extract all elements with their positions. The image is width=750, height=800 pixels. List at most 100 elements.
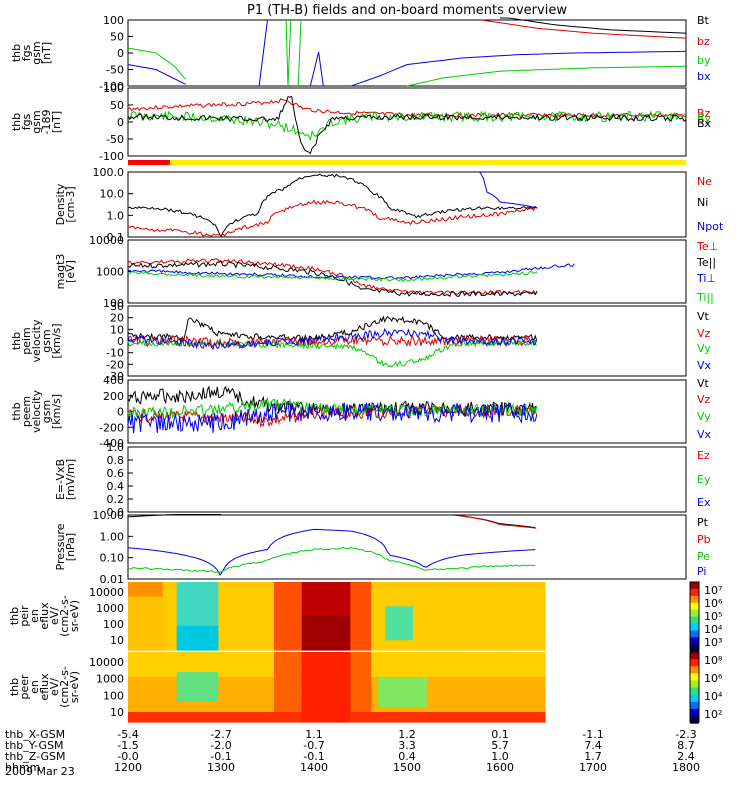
heatmap-cell bbox=[183, 582, 192, 588]
heatmap-cell bbox=[155, 582, 164, 588]
heatmap-cell bbox=[468, 586, 477, 593]
heatmap-cell bbox=[412, 687, 421, 693]
heatmap-cell bbox=[267, 692, 275, 698]
heatmap-cell bbox=[426, 582, 435, 588]
heatmap-cell bbox=[496, 606, 504, 612]
heatmap-cell bbox=[385, 672, 393, 678]
heatmap-cell bbox=[392, 616, 400, 622]
heatmap-cell bbox=[336, 586, 345, 593]
heatmap-cell bbox=[308, 616, 317, 622]
heatmap-cell bbox=[385, 635, 393, 641]
colorbar-band bbox=[690, 694, 699, 697]
heatmap-cell bbox=[454, 645, 463, 651]
heatmap-cell bbox=[294, 620, 303, 627]
legend-By: By bbox=[697, 112, 712, 125]
heatmap-cell bbox=[211, 596, 219, 603]
heatmap-cell bbox=[454, 635, 463, 641]
heatmap-cell bbox=[287, 682, 296, 688]
heatmap-cell bbox=[538, 630, 546, 637]
heatmap-cell bbox=[287, 586, 296, 593]
colorbar-band bbox=[690, 605, 699, 607]
heatmap-cell bbox=[538, 616, 546, 622]
heatmap-cell bbox=[218, 586, 226, 593]
legend-Ez: Ez bbox=[697, 449, 710, 462]
heatmap-cell bbox=[273, 677, 282, 683]
heatmap-cell bbox=[169, 616, 178, 622]
heatmap-cell bbox=[148, 591, 157, 598]
heatmap-cell bbox=[392, 611, 400, 617]
x-tick-label: -1.1 bbox=[582, 728, 603, 741]
heatmap-cell bbox=[357, 717, 365, 723]
heatmap-cell bbox=[440, 620, 449, 627]
heatmap-cell bbox=[197, 620, 206, 627]
heatmap-cell bbox=[419, 672, 428, 678]
heatmap-cell bbox=[517, 672, 525, 678]
heatmap-cell bbox=[475, 606, 484, 612]
heatmap-cell bbox=[211, 586, 219, 593]
legend-Vy: Vy bbox=[697, 410, 711, 423]
heatmap-cell bbox=[406, 712, 414, 718]
heatmap-cell bbox=[148, 677, 157, 683]
heatmap-cell bbox=[315, 601, 324, 607]
heatmap-cell bbox=[148, 616, 157, 622]
heatmap-cell bbox=[461, 625, 470, 632]
heatmap-cell bbox=[225, 586, 233, 593]
heatmap-cell bbox=[273, 702, 282, 708]
heatmap-cell bbox=[503, 672, 511, 678]
heatmap-cell bbox=[280, 591, 289, 598]
heatmap-cell bbox=[412, 652, 421, 658]
heatmap-cell bbox=[232, 697, 240, 703]
heatmap-cell bbox=[440, 687, 449, 693]
heatmap-cell bbox=[357, 692, 365, 698]
y-tick-label: 50 bbox=[110, 31, 124, 44]
colorbar-band bbox=[690, 590, 699, 592]
heatmap-cell bbox=[148, 620, 157, 627]
heatmap-cell bbox=[447, 697, 456, 703]
heatmap-cell bbox=[155, 645, 164, 651]
heatmap-cell bbox=[273, 717, 282, 723]
heatmap-cell bbox=[412, 625, 421, 632]
heatmap-cell bbox=[426, 712, 435, 718]
heatmap-cell bbox=[371, 707, 379, 713]
colorbar-band bbox=[690, 722, 699, 724]
heatmap-cell bbox=[503, 697, 511, 703]
heatmap-cell bbox=[246, 677, 254, 683]
heatmap-cell bbox=[468, 687, 477, 693]
heatmap-cell bbox=[267, 611, 275, 617]
heatmap-cell bbox=[322, 652, 331, 658]
heatmap-cell bbox=[329, 677, 338, 683]
colorbar-band bbox=[690, 608, 699, 611]
colorbar-band bbox=[690, 667, 699, 670]
heatmap-cell bbox=[496, 697, 504, 703]
heatmap-cell bbox=[141, 667, 150, 673]
heatmap-cell bbox=[287, 620, 296, 627]
heatmap-cell bbox=[503, 591, 511, 598]
heatmap-cell bbox=[183, 717, 192, 723]
heatmap-cell bbox=[447, 620, 456, 627]
y-axis-label: eV/ bbox=[48, 607, 61, 625]
heatmap-cell bbox=[232, 682, 240, 688]
heatmap-cell bbox=[308, 635, 317, 641]
heatmap-cell bbox=[538, 672, 546, 678]
heatmap-cell bbox=[461, 611, 470, 617]
heatmap-cell bbox=[426, 687, 435, 693]
heatmap-cell bbox=[197, 630, 206, 637]
heatmap-cell bbox=[162, 657, 171, 663]
x-axis: thb_X-GSM -5.4 -2.7 1.1 1.2 0.1 -1.1 -2.3thb_Y-… bbox=[5, 728, 700, 778]
heatmap-cell bbox=[461, 672, 470, 678]
heatmap-cell bbox=[412, 620, 421, 627]
heatmap-cell bbox=[343, 717, 351, 723]
colorbar-band bbox=[690, 586, 699, 589]
heatmap-cell bbox=[412, 645, 421, 651]
heatmap-cell bbox=[343, 707, 351, 713]
heatmap-cell bbox=[357, 707, 365, 713]
heatmap-cell bbox=[253, 667, 261, 673]
heatmap-cell bbox=[399, 582, 407, 588]
heatmap-cell bbox=[440, 606, 449, 612]
colorbar-band bbox=[690, 674, 699, 677]
heatmap-cell bbox=[336, 657, 345, 663]
heatmap-cell bbox=[162, 712, 171, 718]
colorbar-band bbox=[690, 661, 699, 664]
legend-Ti||: Ti|| bbox=[696, 291, 714, 304]
